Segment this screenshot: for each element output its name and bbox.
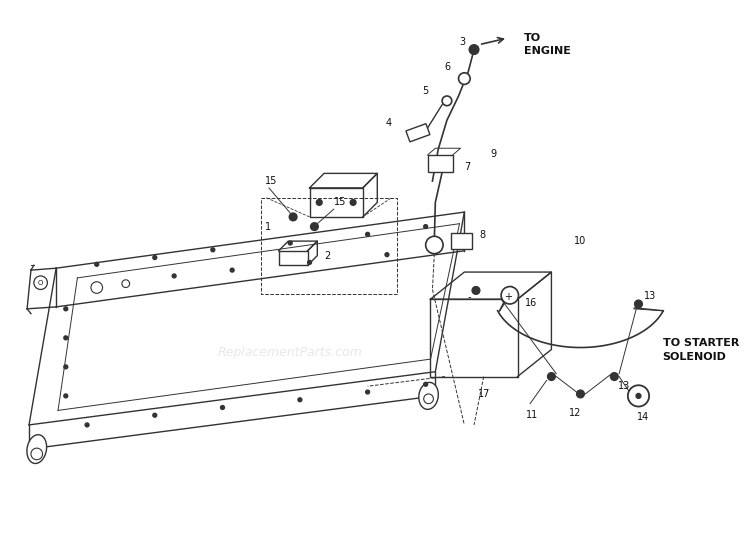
Circle shape — [577, 390, 584, 398]
Text: 9: 9 — [490, 149, 496, 159]
Circle shape — [172, 274, 176, 278]
Circle shape — [470, 45, 478, 54]
Circle shape — [288, 241, 292, 245]
Text: 8: 8 — [480, 230, 486, 241]
Text: +: + — [504, 292, 512, 302]
Text: 15: 15 — [334, 197, 346, 207]
Text: TO STARTER: TO STARTER — [663, 338, 739, 347]
Circle shape — [211, 248, 214, 252]
Text: ReplacementParts.com: ReplacementParts.com — [217, 346, 363, 359]
Circle shape — [458, 73, 470, 84]
Circle shape — [501, 287, 518, 304]
Circle shape — [94, 262, 99, 266]
Text: O: O — [38, 279, 44, 286]
Text: 1: 1 — [265, 221, 271, 232]
Circle shape — [91, 282, 103, 293]
Circle shape — [153, 413, 157, 417]
Text: 5: 5 — [422, 86, 429, 96]
Text: 13: 13 — [644, 291, 656, 301]
Text: 14: 14 — [638, 412, 650, 422]
Circle shape — [230, 268, 234, 272]
Circle shape — [122, 280, 130, 288]
Text: 3: 3 — [459, 37, 466, 47]
Text: 10: 10 — [574, 236, 586, 246]
Circle shape — [424, 383, 427, 386]
Circle shape — [316, 199, 322, 206]
Text: 15: 15 — [265, 176, 277, 186]
Text: 6: 6 — [444, 62, 450, 72]
Circle shape — [34, 276, 47, 289]
Circle shape — [64, 365, 68, 369]
Circle shape — [298, 398, 302, 402]
Bar — [451, 233, 472, 249]
Circle shape — [424, 394, 433, 404]
Text: ENGINE: ENGINE — [524, 47, 572, 56]
Circle shape — [308, 260, 311, 264]
Circle shape — [153, 255, 157, 260]
Circle shape — [350, 199, 356, 206]
Circle shape — [385, 253, 389, 256]
Text: 4: 4 — [386, 118, 392, 128]
Circle shape — [424, 225, 427, 229]
Circle shape — [634, 300, 642, 308]
Text: TO: TO — [524, 33, 542, 43]
Text: 7: 7 — [464, 162, 470, 172]
Bar — [427, 155, 453, 173]
Circle shape — [636, 393, 641, 398]
Circle shape — [366, 232, 370, 236]
Circle shape — [506, 287, 514, 294]
Circle shape — [310, 222, 318, 231]
Circle shape — [64, 394, 68, 398]
Circle shape — [220, 406, 224, 409]
Circle shape — [86, 423, 89, 427]
Circle shape — [426, 236, 443, 254]
Text: 16: 16 — [525, 298, 537, 308]
Ellipse shape — [27, 435, 46, 464]
Circle shape — [610, 373, 618, 380]
Text: 12: 12 — [569, 408, 582, 418]
Circle shape — [366, 390, 370, 394]
Circle shape — [31, 448, 43, 460]
Circle shape — [442, 96, 452, 106]
Text: 17: 17 — [478, 389, 490, 399]
Bar — [406, 124, 430, 142]
Text: 13: 13 — [618, 381, 630, 391]
Text: 2: 2 — [324, 250, 330, 261]
Circle shape — [472, 287, 480, 294]
Circle shape — [64, 336, 68, 340]
Circle shape — [64, 307, 68, 311]
Circle shape — [628, 385, 650, 407]
Text: SOLENOID: SOLENOID — [663, 352, 727, 362]
Text: 11: 11 — [526, 410, 538, 420]
Circle shape — [290, 213, 297, 221]
Text: -: - — [467, 292, 471, 302]
Circle shape — [548, 373, 555, 380]
Ellipse shape — [419, 383, 438, 409]
